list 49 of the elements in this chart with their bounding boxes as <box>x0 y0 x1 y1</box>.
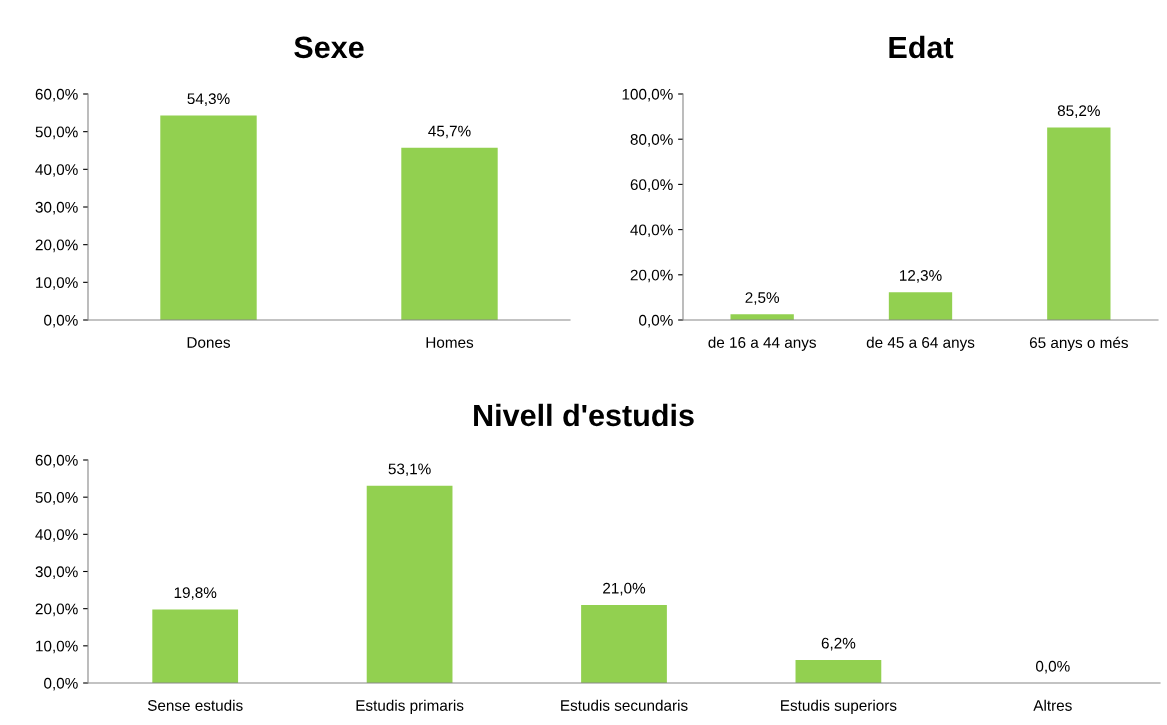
chart-title: Edat <box>889 35 954 59</box>
bar <box>581 604 667 683</box>
y-tick-label: 30,0% <box>35 566 78 579</box>
y-tick-label: 100,0% <box>622 88 673 102</box>
bar <box>888 292 953 320</box>
y-tick-label: 10,0% <box>36 277 78 290</box>
bar <box>795 659 882 683</box>
y-tick-label: 60,0% <box>630 179 673 192</box>
x-tick-label: Estudis secundaris <box>561 699 688 711</box>
data-label: 12,3% <box>900 270 942 283</box>
x-tick-label: de 45 a 64 anys <box>866 336 975 351</box>
y-tick-label: 0,0% <box>44 677 78 691</box>
chart-title: Nivell d'estudis <box>474 403 694 427</box>
data-label: 54,3% <box>187 93 230 106</box>
data-label: 45,7% <box>428 125 471 139</box>
y-tick-label: 40,0% <box>35 164 78 177</box>
x-tick-label: Estudis primaris <box>356 699 464 714</box>
y-tick-label: 30,0% <box>35 201 78 215</box>
y-tick-label: 40,0% <box>630 224 673 238</box>
data-label: 19,8% <box>174 587 217 600</box>
data-label: 6,2% <box>821 637 856 651</box>
x-tick-label: 65 anys o més <box>1029 336 1128 352</box>
y-tick-label: 50,0% <box>35 126 78 140</box>
x-tick-label: Dones <box>187 337 231 348</box>
y-tick-label: 20,0% <box>630 269 673 283</box>
y-tick-label: 20,0% <box>35 239 78 253</box>
y-tick-label: 50,0% <box>35 492 78 505</box>
y-tick-label: 20,0% <box>35 603 78 617</box>
x-tick-label: Estudis superiors <box>781 699 897 714</box>
data-label: 2,5% <box>745 292 780 305</box>
bar <box>1047 127 1111 320</box>
chart-title: Sexe <box>294 36 364 59</box>
y-tick-label: 10,0% <box>36 640 78 654</box>
x-tick-label: Altres <box>1033 699 1072 711</box>
x-tick-label: Sense estudis <box>147 699 243 711</box>
data-label: 53,1% <box>388 463 431 477</box>
y-tick-label: 0,0% <box>639 314 673 328</box>
y-tick-label: 60,0% <box>35 88 78 102</box>
x-tick-label: Homes <box>426 337 474 348</box>
bar <box>152 609 239 683</box>
y-tick-label: 80,0% <box>630 134 673 147</box>
x-tick-label: de 16 a 44 anys <box>708 336 816 351</box>
data-label: 0,0% <box>1035 660 1070 674</box>
data-label: 85,2% <box>1057 105 1100 118</box>
bar <box>366 485 453 683</box>
y-tick-label: 60,0% <box>35 454 78 468</box>
y-tick-label: 0,0% <box>44 314 78 328</box>
y-tick-label: 40,0% <box>35 529 78 542</box>
data-label: 21,0% <box>603 582 646 596</box>
